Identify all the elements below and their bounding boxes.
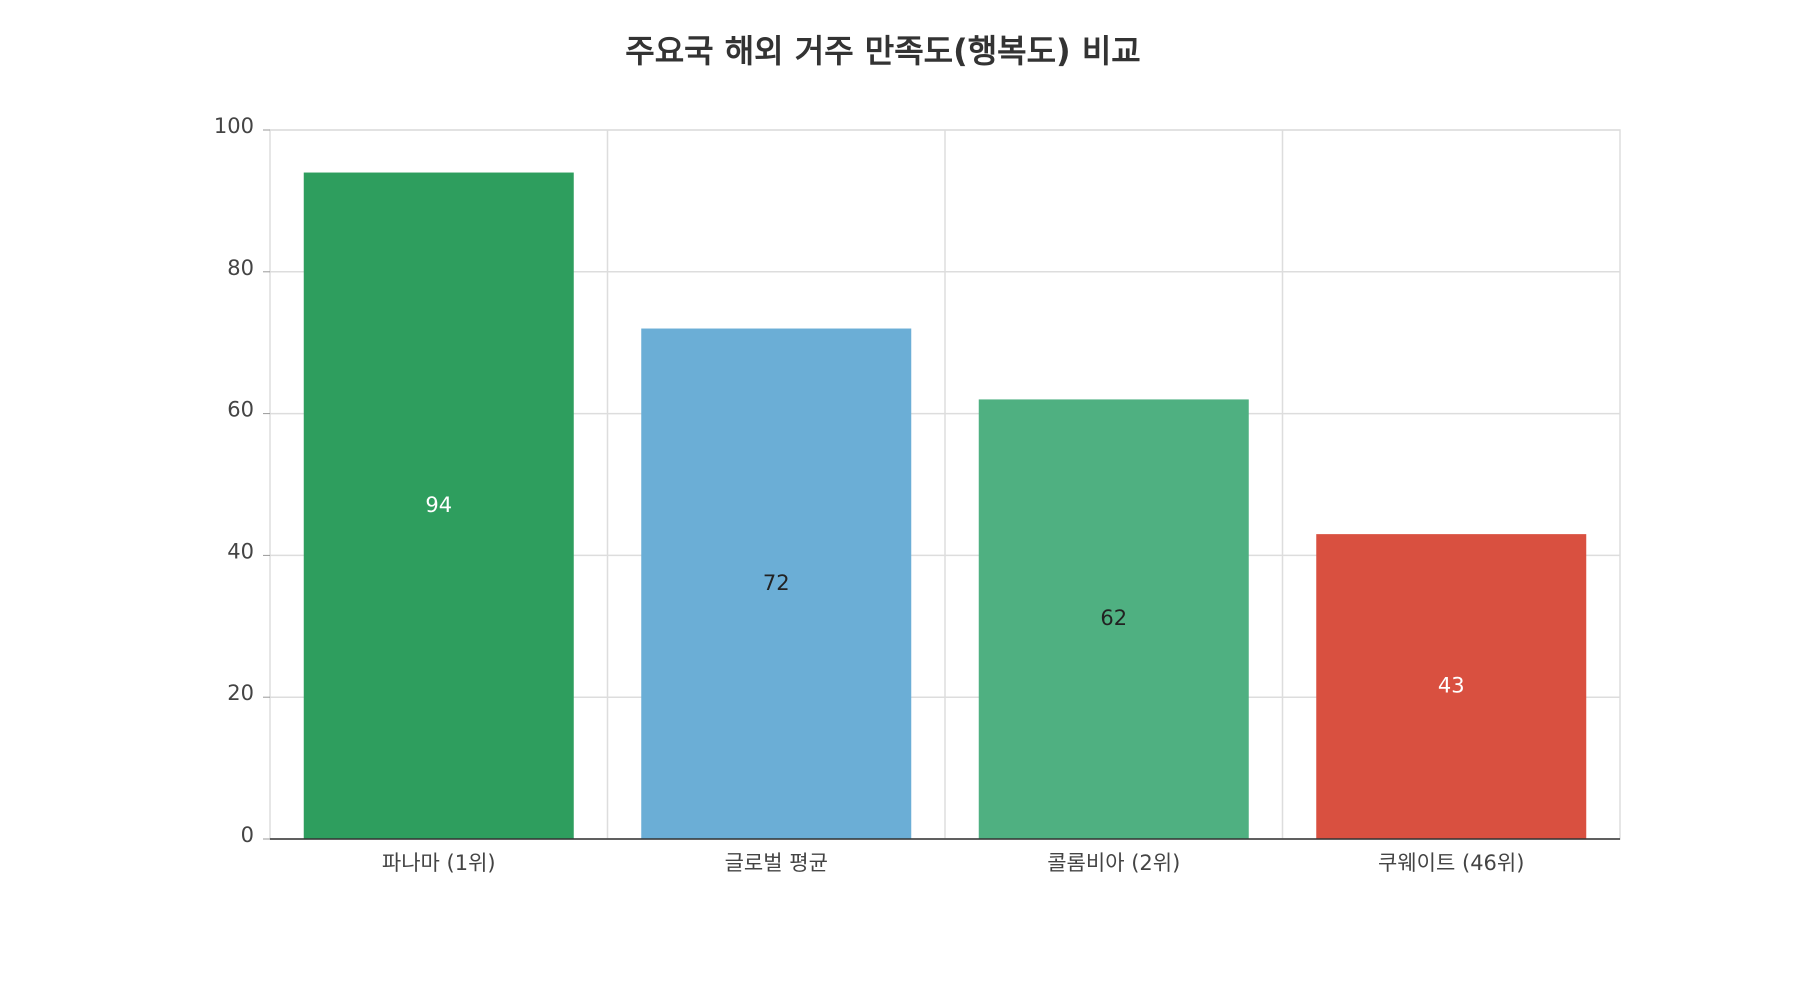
x-tick-label: 파나마 (1위) (382, 851, 496, 875)
y-tick-label: 100 (214, 114, 254, 138)
bar-value-label: 94 (425, 493, 452, 517)
bar (641, 328, 912, 839)
bar-value-label: 62 (1100, 606, 1127, 630)
x-tick-label: 쿠웨이트 (46위) (1378, 851, 1524, 875)
bar (978, 399, 1249, 839)
x-tick-label: 글로벌 평균 (725, 851, 828, 875)
bar-value-label: 43 (1438, 674, 1465, 698)
bar (303, 172, 574, 840)
x-tick-label: 콜롬비아 (2위) (1047, 851, 1180, 875)
chart-title: 주요국 해외 거주 만족도(행복도) 비교 (625, 32, 1140, 70)
y-tick-label: 0 (241, 823, 254, 847)
bar (1316, 534, 1587, 839)
y-tick-label: 20 (227, 681, 254, 705)
y-tick-label: 60 (227, 398, 254, 422)
y-tick-label: 80 (227, 256, 254, 280)
bar-value-label: 72 (763, 571, 790, 595)
y-tick-label: 40 (227, 539, 254, 563)
